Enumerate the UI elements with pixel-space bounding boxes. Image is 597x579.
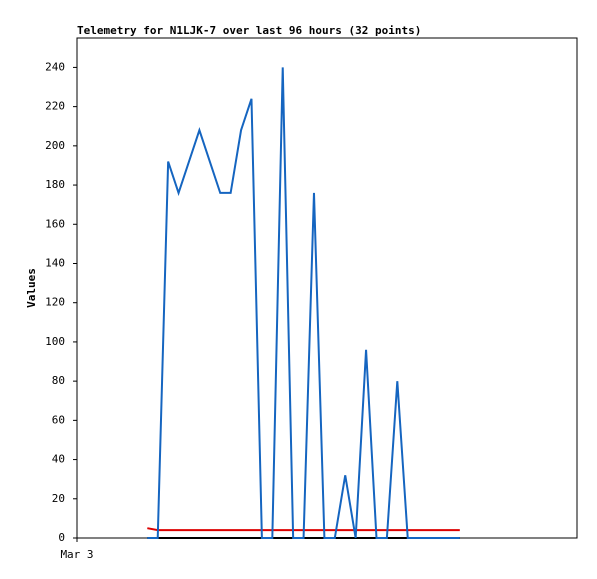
y-tick-label: 20	[52, 492, 65, 505]
x-tick-label: Mar 3	[60, 548, 93, 561]
y-tick-label: 240	[45, 60, 65, 73]
y-tick-label: 180	[45, 178, 65, 191]
chart-title: Telemetry for N1LJK-7 over last 96 hours…	[77, 24, 421, 37]
y-tick-label: 120	[45, 296, 65, 309]
series-line	[147, 67, 460, 539]
y-tick-label: 0	[58, 531, 65, 544]
y-tick-label: 160	[45, 217, 65, 230]
y-tick-label: 100	[45, 335, 65, 348]
y-tick-label: 60	[52, 413, 65, 426]
plot-frame	[76, 37, 578, 539]
y-tick-label: 140	[45, 256, 65, 269]
y-axis-label: Values	[25, 268, 38, 308]
y-tick-label: 220	[45, 100, 65, 113]
y-tick-label: 80	[52, 374, 65, 387]
y-tick-label: 200	[45, 139, 65, 152]
y-tick-label: 40	[52, 453, 65, 466]
